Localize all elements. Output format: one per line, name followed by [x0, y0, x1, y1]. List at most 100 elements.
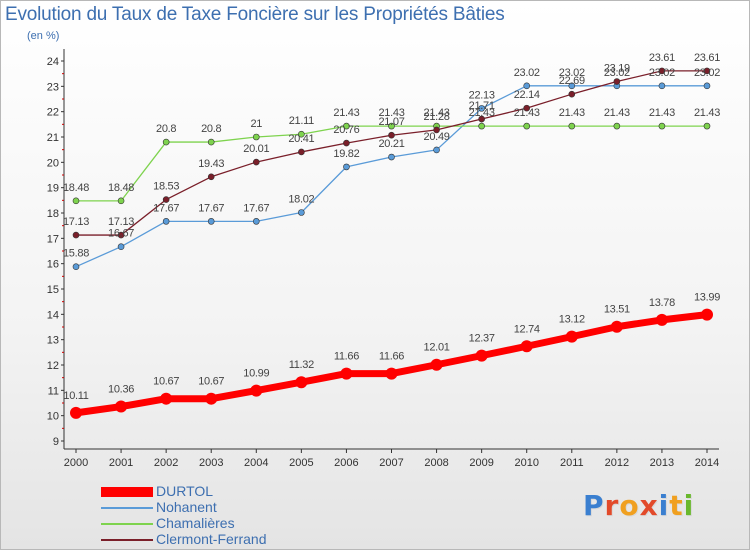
data-point [388, 122, 395, 130]
data-point [613, 78, 621, 85]
legend-item: Chamalières [101, 515, 321, 532]
data-label: 17.13 [63, 216, 89, 228]
data-label: 21.43 [649, 107, 675, 119]
data-point [613, 122, 621, 130]
data-point [343, 139, 350, 147]
data-point [207, 173, 215, 181]
x-tick-label: 2005 [289, 457, 313, 469]
x-tick-label: 2009 [469, 457, 493, 469]
data-label: 21 [250, 118, 262, 130]
y-tick-label: 23 [47, 81, 59, 93]
x-tick-label: 2012 [605, 457, 629, 469]
data-label: 21.43 [514, 107, 540, 119]
data-point [520, 340, 533, 353]
data-label: 23.02 [514, 67, 540, 79]
x-tick-label: 2003 [199, 457, 223, 469]
y-tick-label: 16 [47, 259, 59, 271]
data-point [252, 158, 260, 166]
data-label: 21.28 [424, 111, 450, 123]
data-point [162, 138, 170, 146]
data-label: 12.74 [514, 323, 540, 335]
x-tick-label: 2001 [109, 457, 133, 469]
data-label: 21.43 [469, 107, 495, 119]
legend-swatch [101, 523, 153, 525]
data-point [703, 82, 711, 90]
data-label: 11.66 [334, 351, 359, 363]
data-point [207, 138, 215, 146]
data-label: 21.43 [694, 107, 720, 119]
data-label: 22.69 [559, 75, 585, 87]
data-label: 17.67 [243, 202, 269, 214]
y-tick-label: 10 [47, 411, 59, 423]
logo-letter: i [658, 489, 670, 522]
data-point [295, 376, 308, 389]
data-point [565, 330, 578, 343]
logo-letter: t [669, 489, 684, 522]
data-point [70, 406, 82, 419]
data-label: 23.61 [694, 52, 720, 64]
data-label: 22.13 [469, 89, 495, 101]
data-label: 19.82 [333, 148, 359, 160]
data-point [478, 122, 485, 130]
data-label: 10.99 [243, 368, 269, 380]
data-point [568, 122, 576, 130]
data-point [72, 197, 80, 205]
data-point [250, 384, 263, 397]
y-tick-label: 11 [48, 385, 59, 397]
data-point [115, 400, 128, 413]
data-point [568, 82, 576, 90]
data-label: 13.51 [604, 304, 630, 316]
data-label: 12.01 [424, 342, 450, 354]
data-point [658, 82, 666, 90]
data-label: 21.71 [469, 100, 495, 112]
data-label: 20.8 [201, 123, 221, 135]
data-point [388, 153, 395, 161]
data-label: 22.14 [514, 89, 540, 101]
legend-label: DURTOL [156, 483, 214, 499]
data-point [298, 130, 305, 138]
legend-swatch [101, 487, 153, 497]
data-point [568, 90, 576, 98]
x-tick-label: 2002 [154, 457, 178, 469]
logo-letter: r [604, 489, 620, 522]
data-point [205, 392, 218, 405]
logo-letter: i [683, 489, 695, 522]
data-label: 11.66 [379, 351, 404, 363]
data-label: 20.21 [378, 138, 404, 150]
data-point [523, 122, 531, 130]
x-tick-label: 2006 [334, 457, 358, 469]
data-label: 20.76 [333, 124, 359, 136]
data-point [298, 148, 305, 156]
data-point [298, 209, 305, 216]
data-point [117, 197, 125, 205]
x-tick-label: 2004 [244, 457, 268, 469]
y-tick-label: 22 [47, 107, 59, 119]
y-tick-label: 18 [47, 208, 59, 220]
data-point [703, 122, 711, 130]
data-point [117, 243, 125, 250]
legend-swatch [101, 539, 153, 541]
data-point [72, 263, 80, 271]
data-point [658, 122, 666, 130]
y-tick-label: 13 [47, 335, 59, 347]
data-label: 21.43 [333, 107, 359, 119]
data-label: 21.43 [424, 107, 450, 119]
logo-letter: P [583, 489, 605, 522]
data-point [430, 358, 443, 371]
data-point [340, 367, 353, 380]
data-label: 23.02 [694, 67, 720, 79]
data-label: 23.02 [559, 67, 585, 79]
data-point [658, 67, 666, 75]
y-tick-label: 15 [47, 284, 59, 296]
x-tick-label: 2010 [514, 457, 538, 469]
data-point [523, 104, 531, 112]
data-point [703, 67, 711, 75]
data-point [343, 122, 350, 130]
data-label: 17.67 [198, 202, 224, 214]
x-tick-label: 2011 [560, 457, 584, 469]
data-point [610, 320, 623, 333]
data-label: 19.43 [198, 158, 224, 170]
legend-swatch [101, 507, 153, 509]
data-label: 23.02 [604, 67, 630, 79]
x-tick-label: 2008 [424, 457, 448, 469]
